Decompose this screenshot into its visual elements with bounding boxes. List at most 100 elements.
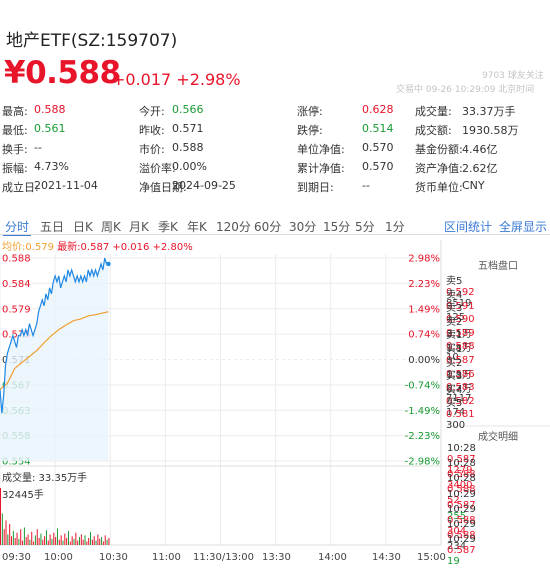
pct-tick-label: 2.23% — [408, 279, 440, 290]
orderbook-row-volume: 6.7万 — [446, 383, 472, 395]
orderbook-row-volume: 300 — [446, 420, 466, 432]
orderbook-row-label: 卖3 — [446, 303, 463, 315]
volume-bar — [25, 537, 27, 545]
period-tabs: 分时 五日 日K 周K 月K 季K 年K 120分 60分 30分 15分 5分 1分 区间统计 全屏显示 — [0, 214, 550, 236]
volume-bar — [75, 532, 77, 545]
volume-bar — [36, 529, 38, 545]
trades-title: 成交明细 — [478, 432, 518, 443]
pct-tick-label: 0.74% — [408, 330, 440, 341]
price-line — [0, 257, 109, 414]
stat-label: 累计净值: — [297, 162, 345, 175]
trade-time: 10:28 — [447, 443, 476, 454]
stat-label: 单位净值: — [297, 143, 345, 156]
volume-bar — [62, 540, 64, 545]
orderbook-row-volume: 7117 — [446, 393, 472, 405]
trade-time: 10:29 — [447, 488, 476, 500]
stat-value: 1930.58万 — [462, 124, 519, 137]
stat-label: 溢价率: — [139, 162, 176, 175]
trade-price: 0.587 — [447, 545, 476, 557]
volume-bar — [106, 539, 108, 545]
orderbook-row-volume: 174 — [446, 406, 466, 418]
volume-bar — [42, 539, 44, 545]
avg-price-line — [0, 311, 109, 390]
orderbook-row-price: 0.591 — [446, 300, 475, 312]
interval-stats-link[interactable]: 区间统计 — [444, 220, 493, 234]
x-tick-label: 14:30 — [372, 552, 401, 563]
stat-value: 0.570 — [362, 141, 394, 154]
tab-11[interactable]: 5分 — [355, 220, 375, 234]
volume-bar — [67, 530, 69, 545]
pct-tick-label: 1.49% — [408, 304, 440, 315]
volume-bar — [34, 535, 36, 545]
tab-8[interactable]: 60分 — [254, 220, 282, 234]
stat-value: 0.566 — [172, 103, 204, 116]
volume-bar — [3, 529, 5, 545]
tab-3[interactable]: 周K — [101, 220, 121, 234]
stat-value: 2021-11-04 — [34, 179, 98, 192]
volume-bar — [82, 539, 84, 545]
stat-label: 成立日: — [2, 181, 39, 194]
tab-7[interactable]: 120分 — [216, 220, 251, 234]
volume-bar — [79, 537, 81, 545]
stat-label: 今开: — [139, 105, 165, 118]
stat-value: 2.62亿 — [462, 162, 498, 175]
volume-bar — [38, 537, 40, 545]
volume-bar — [1, 513, 3, 545]
tab-6[interactable]: 年K — [187, 220, 207, 234]
volume-bar — [77, 540, 79, 545]
y-tick-label: 0.588 — [2, 254, 31, 265]
orderbook-row-volume: 8519 — [446, 298, 472, 309]
orderbook-row: 卖5 0.592 8519 — [446, 272, 550, 309]
tab-1[interactable]: 五日 — [40, 220, 65, 234]
pct-tick-label: -2.98% — [405, 457, 440, 468]
avg-price-label: 均价:0.579 — [2, 242, 54, 253]
volume-bar — [31, 531, 33, 545]
stat-value: 0.514 — [362, 122, 394, 135]
orderbook-row-price: 0.581 — [446, 409, 475, 421]
volume-bar — [7, 534, 9, 545]
tab-10[interactable]: 15分 — [323, 220, 351, 234]
volume-bar — [49, 534, 51, 545]
orderbook-row-volume: 10 — [446, 352, 459, 364]
tab-12[interactable]: 1分 — [385, 220, 405, 234]
stat-value: 0.628 — [362, 103, 394, 116]
stat-value: 0.588 — [34, 103, 66, 116]
y-tick-label: 0.579 — [2, 304, 31, 315]
trade-row: 10:29 0.587 255 — [447, 488, 550, 522]
stat-label: 基金份额: — [415, 143, 463, 156]
trade-time: 10:28 — [447, 473, 476, 485]
stat-value: 33.37万手 — [462, 105, 516, 118]
volume-bar — [53, 532, 55, 545]
trading-status: 交易中 09-26 10:29:09 北京时间 — [396, 85, 535, 95]
orderbook-row-price: 0.583 — [446, 382, 475, 394]
y-tick-label: 0.554 — [2, 457, 31, 468]
volume-bar — [86, 541, 88, 545]
tab-9[interactable]: 30分 — [289, 220, 317, 234]
ma-summary: 均价:0.579 最新:0.587 +0.016 +2.80% — [2, 238, 193, 253]
orderbook-row: 买2 0.586 6.7万 — [446, 354, 550, 395]
tab-4[interactable]: 月K — [129, 220, 149, 234]
trade-time: 10:29 — [447, 519, 476, 530]
fullscreen-link[interactable]: 全屏显示 — [499, 220, 548, 234]
volume-bar — [22, 540, 24, 545]
volume-bar — [14, 537, 16, 545]
tab-5[interactable]: 季K — [158, 220, 178, 234]
orderbook-row: 买4 0.582 174 — [446, 381, 550, 418]
volume-bar — [27, 534, 29, 545]
tab-2[interactable]: 日K — [73, 220, 93, 234]
trade-price: 0.588 — [447, 469, 476, 481]
stat-label: 成交额: — [415, 124, 452, 137]
trade-volume: 3400 — [447, 480, 473, 492]
volume-bar — [9, 523, 11, 545]
stat-value: 0.571 — [172, 122, 204, 135]
orderbook-row-label: 卖5 — [446, 276, 463, 287]
volume-bar — [88, 537, 90, 545]
trade-price: 0.588 — [447, 514, 476, 526]
pct-tick-label: -0.74% — [405, 380, 440, 391]
tabs-divider — [0, 234, 550, 235]
volume-bar — [58, 539, 60, 545]
stat-label: 振幅: — [2, 162, 28, 175]
volume-bar — [93, 536, 95, 545]
stat-value: 4.73% — [34, 160, 69, 173]
tab-0[interactable]: 分时 — [5, 220, 30, 234]
